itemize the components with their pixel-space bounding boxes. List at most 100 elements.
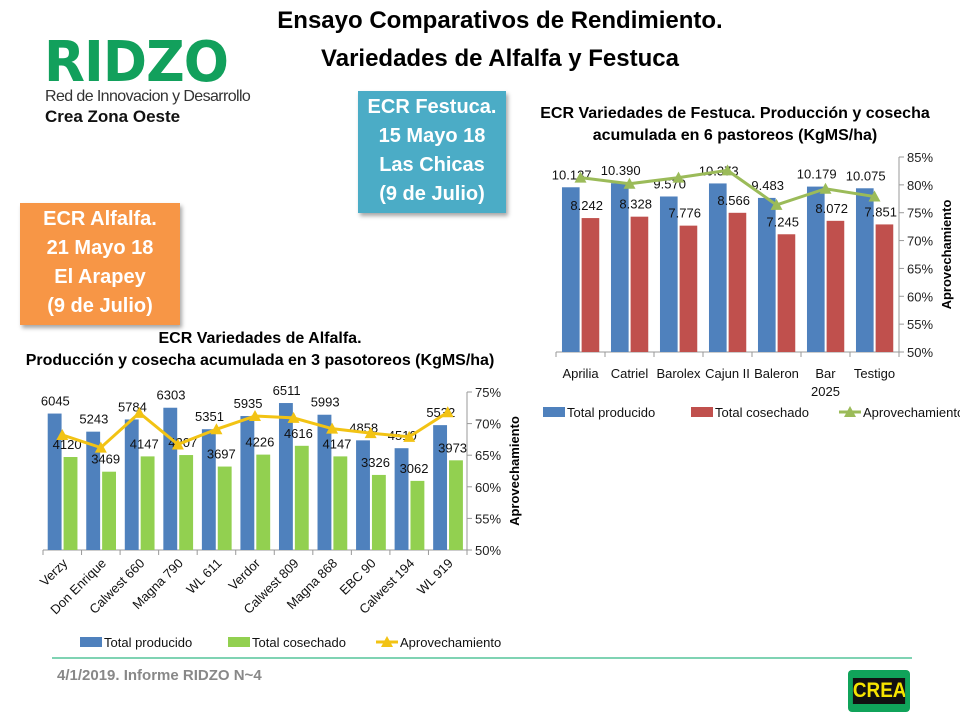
aprovechamiento-point <box>94 441 107 453</box>
data-label-producido: 6511 <box>273 383 301 398</box>
legend-swatch <box>228 637 250 647</box>
bar-total-producido <box>394 448 409 550</box>
category-label: Verzy <box>37 555 71 589</box>
data-label-producido: 10.390 <box>601 163 641 178</box>
right-y-tick-label: 60% <box>907 289 933 304</box>
bar-total-producido <box>47 413 62 550</box>
data-label-cosechado: 4147 <box>322 436 351 451</box>
footer-divider <box>52 657 912 659</box>
right-y-tick-label: 70% <box>475 417 501 432</box>
ridzo-logo: RIDZO <box>44 30 229 95</box>
right-y-tick-label: 80% <box>907 178 933 193</box>
data-label-producido: 10.075 <box>846 168 886 183</box>
category-label: Testigo <box>854 366 895 381</box>
right-y-tick-label: 55% <box>907 317 933 332</box>
data-label-cosechado: 3697 <box>207 447 236 462</box>
category-label: Bar <box>815 366 836 381</box>
aprovechamiento-point <box>403 430 416 442</box>
legend-swatch <box>80 637 102 647</box>
right-y-tick-label: 85% <box>907 150 933 165</box>
bar-total-cosechado <box>102 471 117 550</box>
aprovechamiento-point <box>672 171 685 183</box>
festuca-box-line: Las Chicas <box>379 154 485 176</box>
alfalfa-box-line: El Arapey <box>54 266 146 288</box>
bar-total-producido <box>433 425 448 550</box>
right-y-tick-label: 55% <box>475 511 501 526</box>
slide-title-line1: Ensayo Comparativos de Rendimiento. <box>277 7 723 34</box>
bar-total-producido <box>86 431 101 550</box>
category-label: Barolex <box>656 366 701 381</box>
data-label-cosechado: 4226 <box>245 435 274 450</box>
data-label-cosechado: 8.072 <box>815 201 848 216</box>
bar-total-cosechado <box>333 456 348 550</box>
bar-total-cosechado <box>179 455 194 550</box>
legend-marker <box>381 636 393 647</box>
category-label: Catriel <box>611 366 649 381</box>
data-label-cosechado: 7.776 <box>668 206 701 221</box>
bar-total-cosechado <box>217 466 232 550</box>
right-y-tick-label: 50% <box>907 345 933 360</box>
category-label: Baleron <box>754 366 799 381</box>
aprovechamiento-point <box>171 438 184 450</box>
data-label-producido: 9.483 <box>751 178 784 193</box>
alfalfa-box-line: ECR Alfalfa. <box>43 208 157 230</box>
aprovechamiento-point <box>574 171 587 183</box>
data-label-producido: 5351 <box>195 409 224 424</box>
category-label: Cajun II <box>705 366 750 381</box>
data-label-cosechado: 8.242 <box>570 198 603 213</box>
legend-label: Total producido <box>567 405 655 420</box>
bar-total-cosechado <box>449 460 463 550</box>
right-y-tick-label: 75% <box>475 385 501 400</box>
aprovechamiento-point <box>868 190 881 202</box>
data-label-cosechado: 8.566 <box>717 193 750 208</box>
data-label-producido: 5784 <box>118 399 147 414</box>
data-label-cosechado: 8.328 <box>619 197 652 212</box>
bar-total-cosechado <box>875 224 894 352</box>
festuca-box-line: 15 Mayo 18 <box>378 125 486 147</box>
bar-total-cosechado <box>294 445 309 550</box>
data-label-cosechado: 3326 <box>361 455 390 470</box>
aprovechamiento-point <box>56 428 69 440</box>
bar-total-cosechado <box>630 216 649 352</box>
bar-total-producido <box>317 414 332 550</box>
category-label: WL 611 <box>183 556 224 597</box>
legend-swatch <box>691 407 713 417</box>
aprovechamiento-point <box>623 177 636 189</box>
right-y-tick-label: 50% <box>475 543 501 558</box>
bar-total-producido <box>708 183 727 352</box>
category-label: 2025 <box>811 384 840 399</box>
bar-total-producido <box>163 407 178 550</box>
bar-total-cosechado <box>256 454 271 550</box>
right-y-tick-label: 70% <box>907 234 933 249</box>
chart-title-line: Producción y cosecha acumulada en 3 paso… <box>26 352 495 369</box>
data-label-cosechado: 3062 <box>400 461 429 476</box>
right-y-tick-label: 65% <box>475 448 501 463</box>
category-label: WL 919 <box>414 556 456 598</box>
bar-total-producido <box>240 416 255 550</box>
chart-title-line: ECR Variedades de Alfalfa. <box>158 330 361 347</box>
aprovechamiento-point <box>210 423 223 435</box>
legend-label: Total cosechado <box>252 635 346 650</box>
logo-subtitle-2: Crea Zona Oeste <box>45 107 181 126</box>
aprovechamiento-point <box>819 182 832 194</box>
logo-subtitle: Red de Innovacion y Desarrollo <box>45 88 251 105</box>
category-label: Aprilia <box>562 366 599 381</box>
bar-total-producido <box>561 187 580 352</box>
bar-total-cosechado <box>777 234 796 352</box>
data-label-cosechado: 7.851 <box>864 204 897 219</box>
chart-title-line: ECR Variedades de Festuca. Producción y … <box>540 105 930 122</box>
data-label-producido: 5993 <box>311 395 340 410</box>
bar-total-cosechado <box>371 474 386 550</box>
bar-total-cosechado <box>728 212 747 352</box>
legend-label: Aprovechamiento <box>863 405 960 420</box>
bar-total-producido <box>659 196 678 352</box>
data-label-producido: 6045 <box>41 394 70 409</box>
data-label-cosechado: 3469 <box>91 452 120 467</box>
festuca-box-line: (9 de Julio) <box>379 183 485 205</box>
legend-label: Aprovechamiento <box>400 635 501 650</box>
data-label-cosechado: 7.245 <box>766 214 799 229</box>
bar-total-cosechado <box>63 457 78 550</box>
chart-title-line: acumulada en 6 pastoreos (KgMS/ha) <box>593 127 878 144</box>
